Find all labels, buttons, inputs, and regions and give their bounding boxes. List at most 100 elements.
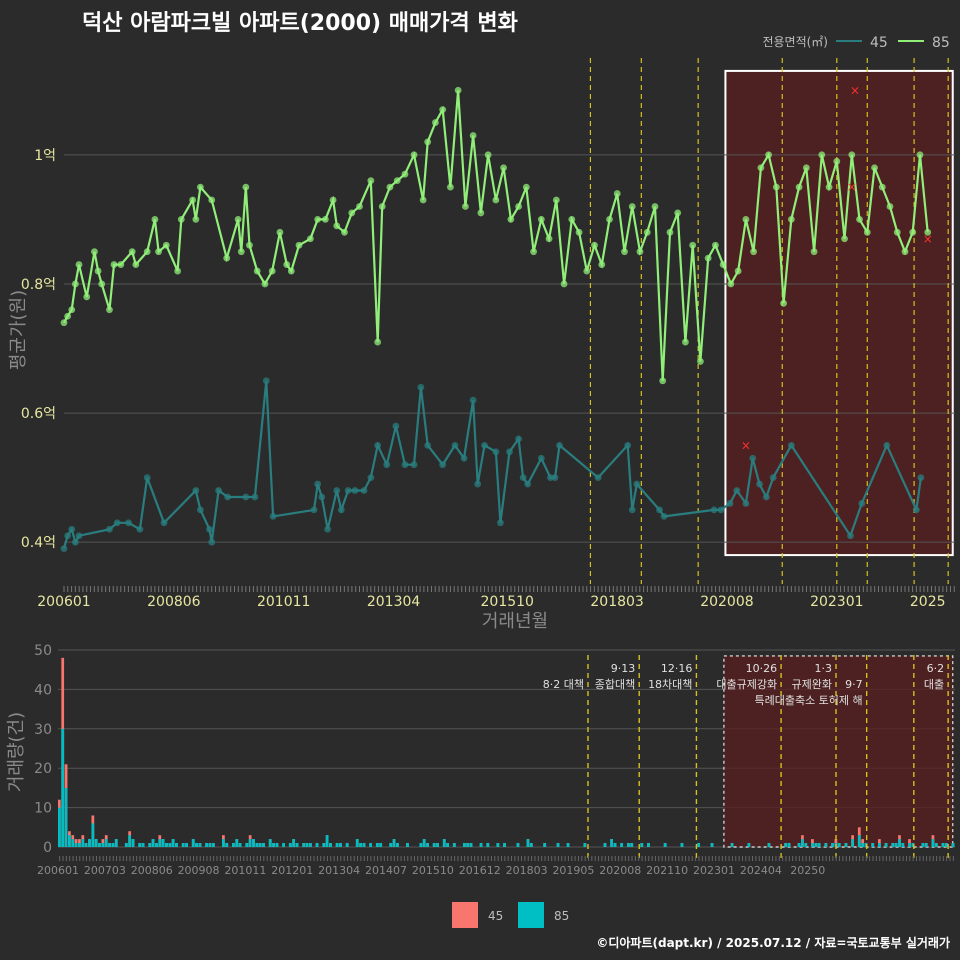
data-point-85 bbox=[606, 215, 613, 223]
data-point-45 bbox=[749, 454, 757, 462]
volume-bar-85 bbox=[359, 843, 362, 847]
volume-bar-85 bbox=[583, 843, 587, 847]
volume-bar-85 bbox=[389, 843, 393, 847]
data-point-45 bbox=[410, 461, 418, 469]
volume-bar-85 bbox=[335, 843, 339, 847]
x-axis-title: 거래년월 bbox=[482, 611, 548, 632]
volume-bar-85 bbox=[811, 843, 814, 847]
data-point-85 bbox=[386, 183, 394, 191]
policy-annotation: 18차대책 bbox=[648, 678, 692, 691]
volume-bar-85 bbox=[814, 843, 818, 847]
volume-bar-85 bbox=[630, 843, 634, 847]
data-point-85 bbox=[268, 267, 276, 275]
volume-bar-85 bbox=[817, 843, 821, 847]
volume-bar-85 bbox=[329, 843, 332, 847]
volume-bar-85 bbox=[255, 843, 259, 847]
volume-bar-85 bbox=[181, 843, 185, 847]
volume-bar-85 bbox=[901, 843, 905, 847]
data-point-85 bbox=[500, 164, 507, 172]
volume-bar-85 bbox=[613, 843, 617, 847]
data-point-85 bbox=[659, 377, 667, 385]
data-point-85 bbox=[924, 228, 932, 236]
volume-x-tick-label: 20250 bbox=[790, 864, 825, 877]
volume-bar-85 bbox=[543, 843, 547, 847]
policy-annotation: 9·7 bbox=[845, 678, 863, 691]
data-point-45 bbox=[917, 474, 925, 482]
data-point-45 bbox=[136, 525, 144, 533]
data-point-45 bbox=[769, 474, 777, 482]
data-point-85 bbox=[155, 248, 162, 256]
data-point-85 bbox=[374, 338, 382, 346]
data-point-85 bbox=[719, 261, 727, 268]
volume-x-tick-label: 201201 bbox=[271, 864, 313, 877]
data-point-85 bbox=[410, 151, 418, 159]
data-point-85 bbox=[598, 261, 606, 268]
volume-bar-85 bbox=[884, 843, 888, 847]
data-point-85 bbox=[189, 196, 197, 204]
volume-bar-85 bbox=[379, 843, 383, 847]
volume-x-tick-label: 202301 bbox=[693, 864, 735, 877]
volume-bar-85 bbox=[784, 843, 788, 847]
data-point-85 bbox=[177, 215, 185, 223]
volume-bar-85 bbox=[148, 843, 152, 847]
volume-x-tick-label: 200908 bbox=[178, 864, 220, 877]
volume-bar-85 bbox=[165, 843, 168, 847]
volume-bar-85 bbox=[248, 839, 252, 847]
data-point-85 bbox=[439, 106, 447, 114]
volume-bar-85 bbox=[81, 839, 85, 847]
volume-bar-85 bbox=[222, 839, 225, 847]
policy-annotation: 12·16 bbox=[661, 662, 693, 675]
data-point-85 bbox=[492, 196, 500, 204]
data-point-45 bbox=[460, 454, 468, 462]
data-point-45 bbox=[251, 493, 259, 501]
data-point-45 bbox=[519, 474, 527, 482]
volume-chart: 0 10 20 30 40 50 8·2 대책 9·13 종합대책 12·16 18차대책 10·26… bbox=[34, 643, 955, 877]
data-point-45 bbox=[481, 441, 488, 449]
volume-y-tick-label: 30 bbox=[34, 722, 52, 738]
volume-x-tick-label: 201407 bbox=[365, 864, 407, 877]
data-point-85 bbox=[424, 138, 432, 146]
volume-bar-85 bbox=[131, 839, 135, 847]
volume-bar-85 bbox=[831, 843, 834, 847]
volume-bar-85 bbox=[516, 843, 520, 847]
data-point-45 bbox=[762, 493, 770, 501]
data-point-85 bbox=[329, 196, 337, 204]
source-credit: ©디아파트(dapt.kr) / 2025.07.12 / 자료=국토교통부 실… bbox=[596, 935, 950, 950]
data-point-85 bbox=[242, 183, 250, 191]
data-point-85 bbox=[447, 183, 454, 191]
data-point-85 bbox=[295, 241, 303, 249]
data-point-45 bbox=[883, 441, 891, 449]
legend-bottom-label-85: 85 bbox=[554, 909, 569, 923]
volume-bar-85 bbox=[851, 839, 854, 847]
volume-bar-85 bbox=[225, 843, 229, 847]
data-point-85 bbox=[507, 215, 515, 223]
data-point-85 bbox=[110, 261, 118, 268]
volume-bar-85 bbox=[603, 843, 607, 847]
data-point-85 bbox=[356, 203, 363, 210]
data-point-45 bbox=[374, 441, 382, 449]
data-point-85 bbox=[71, 280, 79, 288]
data-point-85 bbox=[393, 177, 401, 185]
volume-bar-85 bbox=[128, 835, 132, 847]
cancelled-marker: × bbox=[850, 83, 860, 97]
volume-x-tick-label: 201905 bbox=[552, 864, 594, 877]
data-point-85 bbox=[666, 228, 674, 236]
volume-bar-85 bbox=[362, 843, 366, 847]
data-point-85 bbox=[283, 261, 291, 268]
data-point-85 bbox=[75, 261, 83, 268]
volume-bar-85 bbox=[355, 839, 359, 847]
volume-bar-85 bbox=[141, 843, 145, 847]
volume-bar-85 bbox=[288, 843, 292, 847]
data-point-85 bbox=[787, 215, 795, 223]
volume-bar-85 bbox=[252, 839, 255, 847]
data-point-85 bbox=[689, 241, 697, 249]
data-point-85 bbox=[432, 119, 439, 126]
volume-x-tick-label: 200806 bbox=[131, 864, 173, 877]
volume-bar-85 bbox=[245, 843, 249, 847]
volume-bar-85 bbox=[268, 839, 272, 847]
data-point-45 bbox=[624, 441, 632, 449]
data-point-45 bbox=[506, 448, 513, 456]
volume-bar-85 bbox=[787, 843, 791, 847]
data-point-45 bbox=[367, 474, 375, 482]
data-point-85 bbox=[560, 280, 568, 288]
